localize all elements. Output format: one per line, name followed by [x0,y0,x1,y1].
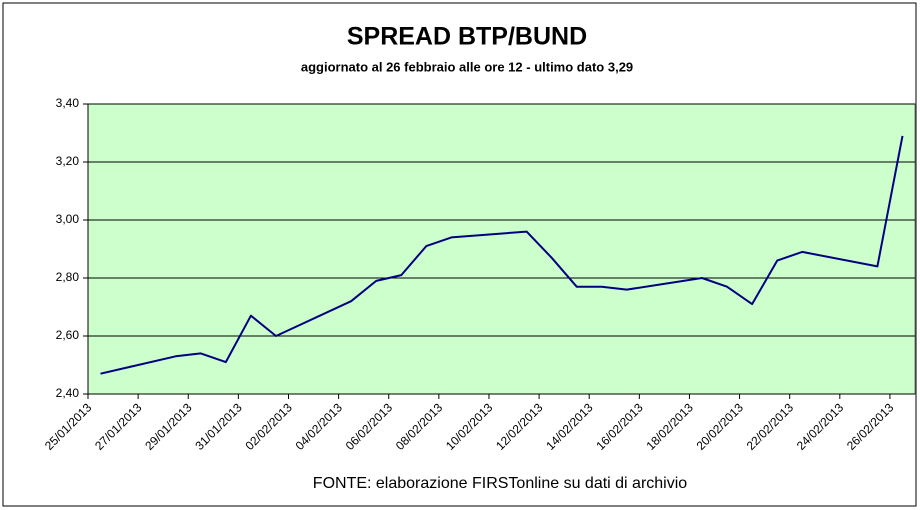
y-tick-label: 3,00 [56,212,80,226]
y-tick-label: 2,80 [56,270,80,284]
chart-subtitle: aggiornato al 26 febbraio alle ore 12 - … [301,59,633,74]
y-tick-label: 2,60 [56,328,80,342]
y-tick-label: 3,40 [56,96,80,110]
data-line [100,135,904,375]
chart-title: SPREAD BTP/BUND [347,23,587,51]
plot-area [87,103,916,395]
source-note: FONTE: elaborazione FIRSTonline su dati … [313,475,687,492]
y-tick-label: 3,20 [56,154,80,168]
y-tick-label: 2,40 [56,386,80,400]
